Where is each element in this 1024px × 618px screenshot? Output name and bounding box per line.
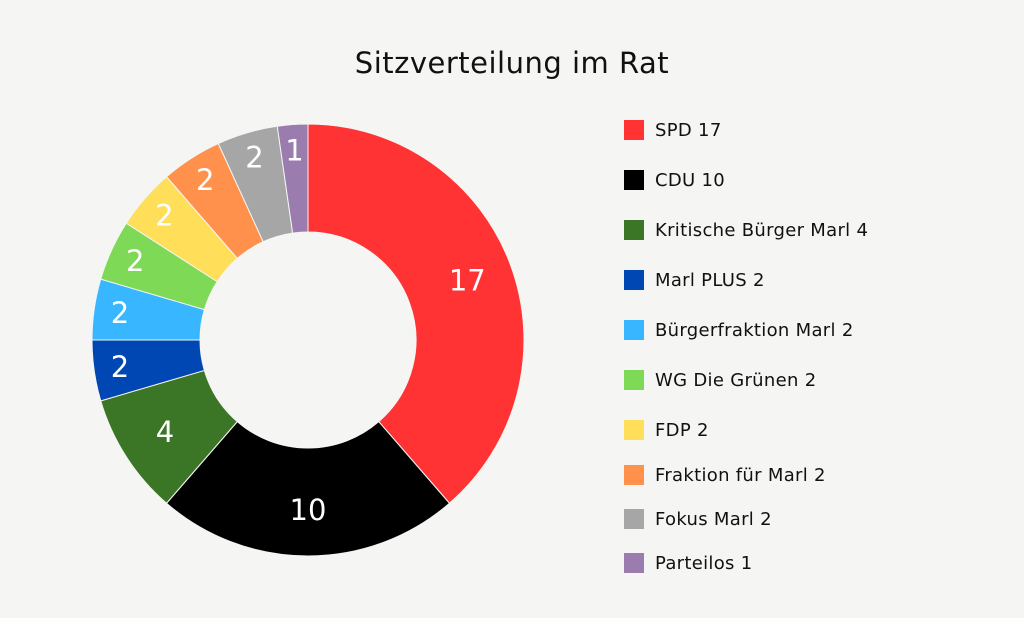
legend-label: Bürgerfraktion Marl 2 [655, 319, 854, 341]
slice-value-label: 2 [245, 141, 263, 175]
slice-value-label: 17 [449, 264, 486, 298]
slice-value-label: 2 [155, 199, 173, 233]
donut-slice [307, 123, 525, 504]
legend-item: Marl PLUS 2 [624, 268, 765, 292]
legend-item: SPD 17 [624, 118, 722, 142]
legend-label: Fokus Marl 2 [655, 508, 772, 530]
legend-item: Fraktion für Marl 2 [624, 463, 826, 487]
legend-label: WG Die Grünen 2 [655, 369, 817, 391]
slice-value-label: 2 [126, 244, 144, 278]
legend-swatch [624, 465, 644, 485]
legend-swatch [624, 509, 644, 529]
legend-swatch [624, 553, 644, 573]
legend-swatch [624, 120, 644, 140]
donut-slice [165, 420, 451, 557]
legend-label: CDU 10 [655, 169, 726, 191]
legend-item: WG Die Grünen 2 [624, 368, 816, 392]
slice-value-label: 2 [196, 163, 214, 197]
legend-item: Parteilos 1 [624, 551, 752, 575]
slice-value-label: 1 [285, 133, 303, 167]
legend-swatch [624, 270, 644, 290]
legend-label: Parteilos 1 [655, 552, 753, 574]
legend-label: Fraktion für Marl 2 [655, 464, 826, 486]
legend-label: Marl PLUS 2 [655, 269, 765, 291]
legend-swatch [624, 370, 644, 390]
legend-label: SPD 17 [655, 119, 722, 141]
legend-item: FDP 2 [624, 418, 709, 442]
legend-item: Fokus Marl 2 [624, 507, 772, 531]
legend-item: Kritische Bürger Marl 4 [624, 218, 868, 242]
donut-slice [276, 123, 309, 234]
legend-swatch [624, 320, 644, 340]
legend-swatch [624, 220, 644, 240]
legend-swatch [624, 170, 644, 190]
legend-label: Kritische Bürger Marl 4 [655, 219, 869, 241]
slice-value-label: 10 [290, 493, 327, 527]
slice-value-label: 2 [111, 350, 129, 384]
legend-label: FDP 2 [655, 419, 709, 441]
legend-item: CDU 10 [624, 168, 725, 192]
legend-swatch [624, 420, 644, 440]
legend-item: Bürgerfraktion Marl 2 [624, 318, 854, 342]
chart-title: Sitzverteilung im Rat [354, 46, 670, 80]
slice-value-label: 2 [111, 296, 129, 330]
slice-value-label: 4 [156, 415, 174, 449]
